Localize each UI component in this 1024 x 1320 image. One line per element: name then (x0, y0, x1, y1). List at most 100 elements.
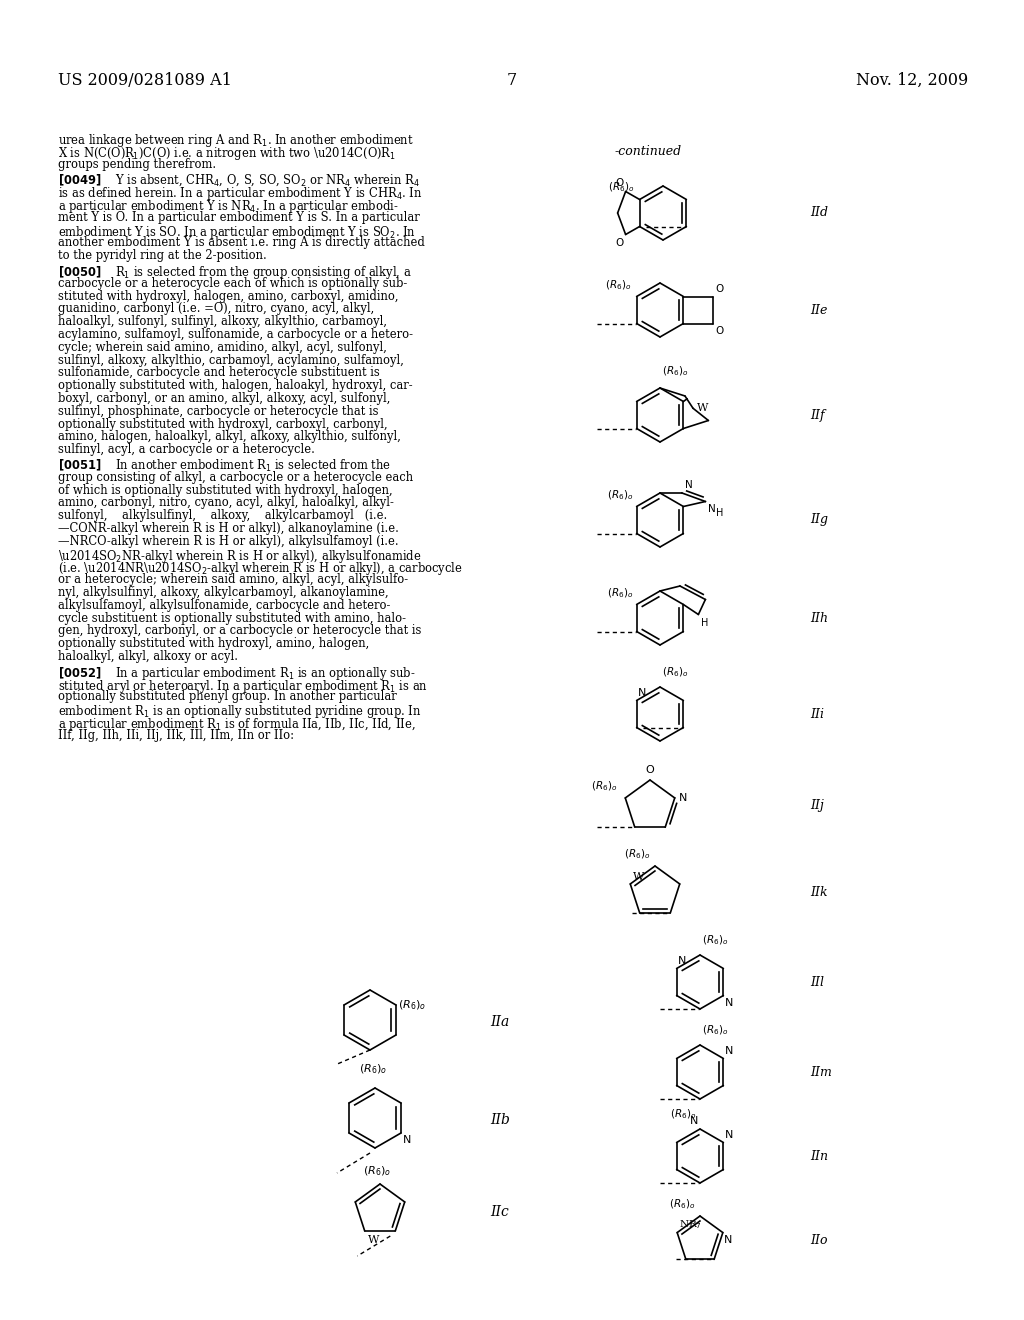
Text: N: N (724, 998, 733, 1007)
Text: N: N (724, 1130, 733, 1140)
Text: haloalkyl, alkyl, alkoxy or acyl.: haloalkyl, alkyl, alkoxy or acyl. (58, 649, 238, 663)
Text: or a heterocycle; wherein said amino, alkyl, acyl, alkylsulfo-: or a heterocycle; wherein said amino, al… (58, 573, 409, 586)
Text: sulfinyl, alkoxy, alkylthio, carbamoyl, acylamino, sulfamoyl,: sulfinyl, alkoxy, alkylthio, carbamoyl, … (58, 354, 403, 367)
Text: IIf, IIg, IIh, IIi, IIj, IIk, IIl, IIm, IIn or IIo:: IIf, IIg, IIh, IIi, IIj, IIk, IIl, IIm, … (58, 729, 294, 742)
Text: IIa: IIa (490, 1015, 509, 1030)
Text: boxyl, carbonyl, or an amino, alkyl, alkoxy, acyl, sulfonyl,: boxyl, carbonyl, or an amino, alkyl, alk… (58, 392, 390, 405)
Text: haloalkyl, sulfonyl, sulfinyl, alkoxy, alkylthio, carbamoyl,: haloalkyl, sulfonyl, sulfinyl, alkoxy, a… (58, 315, 387, 329)
Text: optionally substituted with hydroxyl, amino, halogen,: optionally substituted with hydroxyl, am… (58, 638, 370, 651)
Text: is as defined herein. In a particular embodiment Y is CHR$_4$. In: is as defined herein. In a particular em… (58, 185, 423, 202)
Text: IIl: IIl (810, 975, 824, 989)
Text: N: N (724, 1047, 733, 1056)
Text: another embodiment Y is absent i.e. ring A is directly attached: another embodiment Y is absent i.e. ring… (58, 236, 425, 249)
Text: N: N (403, 1135, 412, 1144)
Text: amino, halogen, haloalkyl, alkyl, alkoxy, alkylthio, sulfonyl,: amino, halogen, haloalkyl, alkyl, alkoxy… (58, 430, 400, 444)
Text: to the pyridyl ring at the 2-position.: to the pyridyl ring at the 2-position. (58, 249, 266, 263)
Text: O: O (645, 766, 654, 775)
Text: sulfinyl, acyl, a carbocycle or a heterocycle.: sulfinyl, acyl, a carbocycle or a hetero… (58, 444, 314, 457)
Text: a particular embodiment R$_1$ is of formula IIa, IIb, IIc, IId, IIe,: a particular embodiment R$_1$ is of form… (58, 715, 416, 733)
Text: sulfinyl, phosphinate, carbocycle or heterocycle that is: sulfinyl, phosphinate, carbocycle or het… (58, 405, 379, 418)
Text: of which is optionally substituted with hydroxyl, halogen,: of which is optionally substituted with … (58, 483, 392, 496)
Text: N: N (638, 689, 646, 698)
Text: amino, carbonyl, nitro, cyano, acyl, alkyl, haloalkyl, alkyl-: amino, carbonyl, nitro, cyano, acyl, alk… (58, 496, 394, 510)
Text: IIf: IIf (810, 408, 824, 421)
Text: acylamino, sulfamoyl, sulfonamide, a carbocycle or a hetero-: acylamino, sulfamoyl, sulfonamide, a car… (58, 327, 413, 341)
Text: N: N (679, 793, 687, 803)
Text: group consisting of alkyl, a carbocycle or a heterocycle each: group consisting of alkyl, a carbocycle … (58, 471, 413, 484)
Text: $\bf{[0049]}$    Y is absent, CHR$_4$, O, S, SO, SO$_2$ or NR$_4$ wherein R$_4$: $\bf{[0049]}$ Y is absent, CHR$_4$, O, S… (58, 173, 420, 187)
Text: ment Y is O. In a particular embodiment Y is S. In a particular: ment Y is O. In a particular embodiment … (58, 211, 420, 224)
Text: $(R_6)_o$: $(R_6)_o$ (607, 488, 634, 502)
Text: IIc: IIc (490, 1205, 509, 1218)
Text: N: N (724, 1234, 732, 1245)
Text: NR$_7$: NR$_7$ (679, 1218, 702, 1230)
Text: $(R_6)_o$: $(R_6)_o$ (702, 1023, 728, 1038)
Text: X is N(C(O)R$_1$)C(O) i.e. a nitrogen with two \u2014C(O)R$_1$: X is N(C(O)R$_1$)C(O) i.e. a nitrogen wi… (58, 145, 395, 162)
Text: $(R_6)_o$: $(R_6)_o$ (624, 847, 650, 861)
Text: IIe: IIe (810, 304, 827, 317)
Text: groups pending therefrom.: groups pending therefrom. (58, 157, 216, 170)
Text: $(R_6)_o$: $(R_6)_o$ (359, 1063, 387, 1076)
Text: IId: IId (810, 206, 828, 219)
Text: IIo: IIo (810, 1233, 827, 1246)
Text: H: H (717, 507, 724, 517)
Text: $(R_6)_o$: $(R_6)_o$ (669, 1197, 695, 1210)
Text: $(R_6)_o$: $(R_6)_o$ (362, 1164, 391, 1177)
Text: guanidino, carbonyl (i.e. =O), nitro, cyano, acyl, alkyl,: guanidino, carbonyl (i.e. =O), nitro, cy… (58, 302, 374, 315)
Text: Nov. 12, 2009: Nov. 12, 2009 (856, 73, 968, 88)
Text: 7: 7 (507, 73, 517, 88)
Text: IIn: IIn (810, 1150, 828, 1163)
Text: (i.e. \u2014NR\u2014SO$_2$-alkyl wherein R is H or alkyl), a carbocycle: (i.e. \u2014NR\u2014SO$_2$-alkyl wherein… (58, 561, 463, 577)
Text: cycle substituent is optionally substituted with amino, halo-: cycle substituent is optionally substitu… (58, 611, 406, 624)
Text: \u2014SO$_2$NR-alkyl wherein R is H or alkyl), alkylsulfonamide: \u2014SO$_2$NR-alkyl wherein R is H or a… (58, 548, 422, 565)
Text: embodiment R$_1$ is an optionally substituted pyridine group. In: embodiment R$_1$ is an optionally substi… (58, 704, 422, 721)
Text: $(R_6)_o$: $(R_6)_o$ (591, 779, 617, 793)
Text: urea linkage between ring A and R$_1$. In another embodiment: urea linkage between ring A and R$_1$. I… (58, 132, 414, 149)
Text: —CONR-alkyl wherein R is H or alkyl), alkanoylamine (i.e.: —CONR-alkyl wherein R is H or alkyl), al… (58, 521, 399, 535)
Text: W: W (633, 873, 645, 882)
Text: IIk: IIk (810, 886, 827, 899)
Text: US 2009/0281089 A1: US 2009/0281089 A1 (58, 73, 231, 88)
Text: N: N (709, 504, 716, 515)
Text: sulfonyl,    alkylsulfinyl,    alkoxy,    alkylcarbamoyl   (i.e.: sulfonyl, alkylsulfinyl, alkoxy, alkylca… (58, 510, 387, 523)
Text: optionally substituted phenyl group. In another particular: optionally substituted phenyl group. In … (58, 690, 396, 704)
Text: O: O (716, 285, 724, 294)
Text: IIh: IIh (810, 611, 828, 624)
Text: $\bf{[0052]}$    In a particular embodiment R$_1$ is an optionally sub-: $\bf{[0052]}$ In a particular embodiment… (58, 665, 416, 682)
Text: $(R_6)_o$: $(R_6)_o$ (662, 665, 688, 678)
Text: IIi: IIi (810, 708, 824, 721)
Text: $\bf{[0050]}$    R$_1$ is selected from the group consisting of alkyl, a: $\bf{[0050]}$ R$_1$ is selected from the… (58, 264, 412, 281)
Text: $(R_6)_o$: $(R_6)_o$ (662, 364, 688, 378)
Text: W: W (697, 403, 709, 413)
Text: $(R_6)_o$: $(R_6)_o$ (702, 933, 728, 946)
Text: -continued: -continued (615, 145, 682, 158)
Text: N: N (678, 957, 686, 966)
Text: gen, hydroxyl, carbonyl, or a carbocycle or heterocycle that is: gen, hydroxyl, carbonyl, or a carbocycle… (58, 624, 421, 638)
Text: N: N (685, 480, 693, 490)
Text: sulfonamide, carbocycle and heterocycle substituent is: sulfonamide, carbocycle and heterocycle … (58, 367, 380, 379)
Text: $(R_6)_o$: $(R_6)_o$ (605, 279, 632, 292)
Text: O: O (615, 238, 624, 248)
Text: O: O (615, 178, 624, 189)
Text: N: N (689, 1115, 698, 1126)
Text: IIj: IIj (810, 800, 824, 813)
Text: IIm: IIm (810, 1065, 831, 1078)
Text: optionally substituted with, halogen, haloakyl, hydroxyl, car-: optionally substituted with, halogen, ha… (58, 379, 413, 392)
Text: nyl, alkylsulfinyl, alkoxy, alkylcarbamoyl, alkanoylamine,: nyl, alkylsulfinyl, alkoxy, alkylcarbamo… (58, 586, 389, 599)
Text: H: H (701, 618, 709, 627)
Text: optionally substituted with hydroxyl, carboxyl, carbonyl,: optionally substituted with hydroxyl, ca… (58, 417, 388, 430)
Text: $(R_6)_o$: $(R_6)_o$ (608, 180, 635, 194)
Text: $\bf{[0051]}$    In another embodiment R$_1$ is selected from the: $\bf{[0051]}$ In another embodiment R$_1… (58, 458, 391, 474)
Text: $(R_6)_o$: $(R_6)_o$ (670, 1107, 696, 1121)
Text: O: O (716, 326, 724, 335)
Text: IIb: IIb (490, 1113, 510, 1127)
Text: stituted aryl or heteroaryl. In a particular embodiment R$_1$ is an: stituted aryl or heteroaryl. In a partic… (58, 677, 428, 694)
Text: $(R_6)_o$: $(R_6)_o$ (607, 586, 634, 599)
Text: carbocycle or a heterocycle each of which is optionally sub-: carbocycle or a heterocycle each of whic… (58, 277, 408, 290)
Text: W: W (368, 1236, 379, 1245)
Text: IIg: IIg (810, 513, 828, 527)
Text: a particular embodiment Y is NR$_4$. In a particular embodi-: a particular embodiment Y is NR$_4$. In … (58, 198, 398, 215)
Text: —NRCO-alkyl wherein R is H or alkyl), alkylsulfamoyl (i.e.: —NRCO-alkyl wherein R is H or alkyl), al… (58, 535, 398, 548)
Text: cycle; wherein said amino, amidino, alkyl, acyl, sulfonyl,: cycle; wherein said amino, amidino, alky… (58, 341, 387, 354)
Text: $(R_6)_o$: $(R_6)_o$ (398, 998, 426, 1012)
